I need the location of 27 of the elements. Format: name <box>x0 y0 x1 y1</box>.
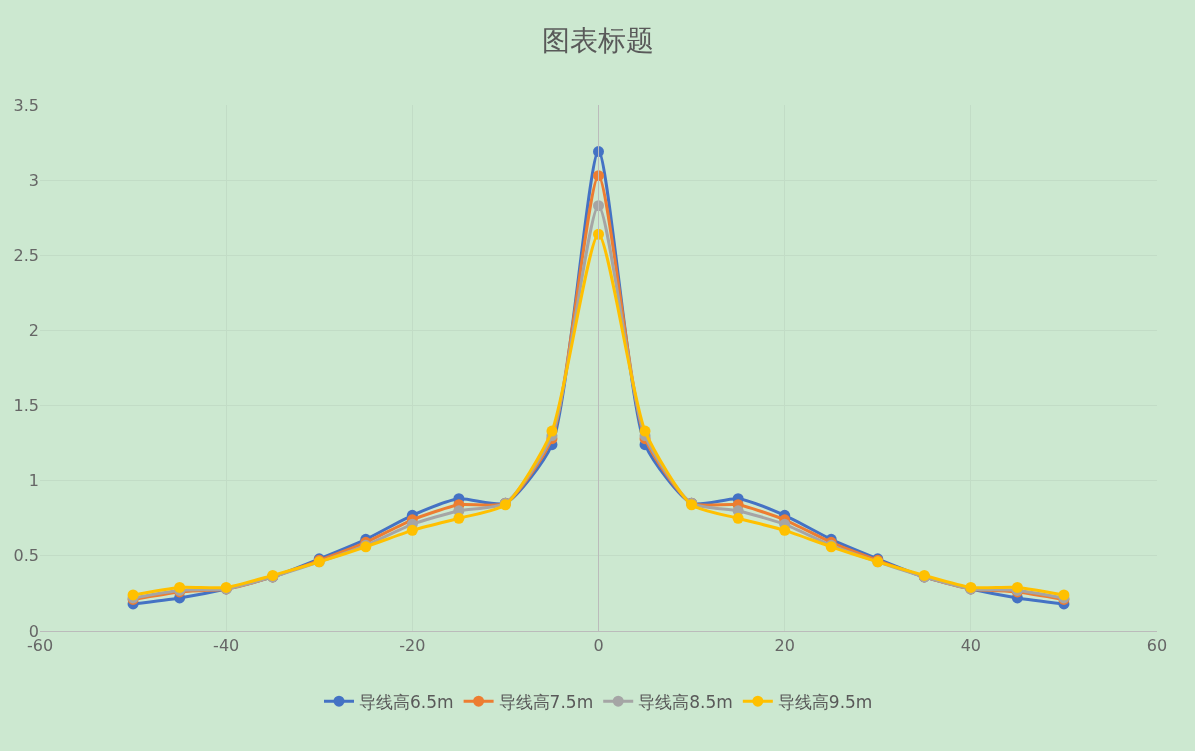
x-tick-label: -40 <box>213 636 240 656</box>
point <box>546 425 558 437</box>
x-tick-label: 60 <box>1146 636 1168 656</box>
point <box>732 512 744 524</box>
y-tick-label: 1.5 <box>13 396 39 416</box>
point <box>593 146 604 158</box>
x-tick-label: -20 <box>399 636 426 656</box>
chart-title: 图表标题 <box>541 23 654 57</box>
x-tick-label: 20 <box>774 636 795 656</box>
y-tick-label: 2.5 <box>13 245 39 265</box>
x-tick-label: 0 <box>593 636 604 656</box>
x-tick-label: -60 <box>26 636 54 656</box>
legend-label: 导线高8.5m <box>638 691 733 712</box>
x-tick-label: 40 <box>960 636 982 656</box>
legend-label: 导线高9.5m <box>777 691 873 712</box>
point <box>779 524 791 536</box>
point <box>639 425 651 437</box>
point <box>593 170 604 182</box>
point <box>453 512 465 524</box>
y-tick-label: 3 <box>28 170 39 190</box>
legend-label: 导线高6.5m <box>359 691 454 712</box>
point <box>406 524 418 536</box>
y-tick-label: 0.5 <box>13 546 39 566</box>
y-tick-label: 3.5 <box>13 95 39 115</box>
y-tick-label: 2 <box>28 321 39 341</box>
y-tick-label: 1 <box>28 471 39 491</box>
legend-label: 导线高7.5m <box>498 691 594 712</box>
